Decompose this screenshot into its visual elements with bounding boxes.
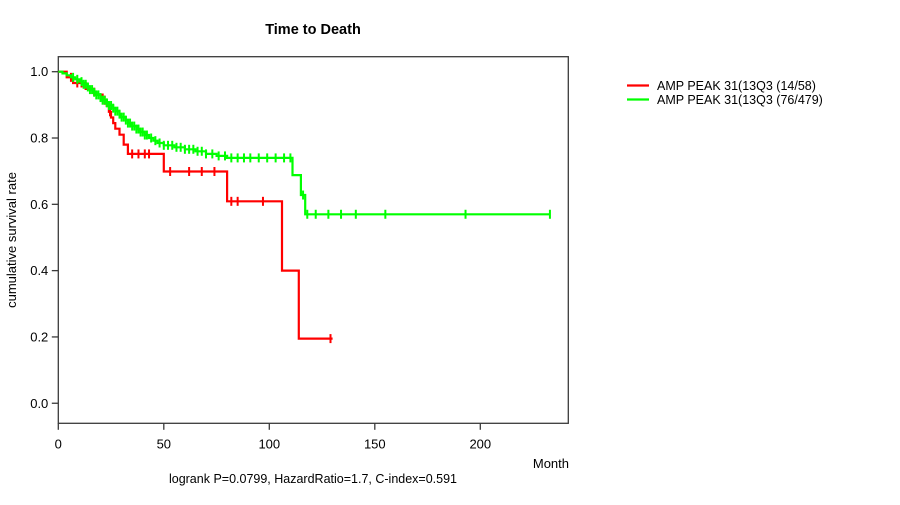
- y-tick-label: 0.0: [30, 396, 48, 411]
- km-step-path: [58, 70, 333, 340]
- y-tick-label: 0.6: [30, 197, 48, 212]
- survival-curves: [58, 70, 551, 344]
- y-axis-label: cumulative survival rate: [4, 172, 19, 308]
- chart-title: Time to Death: [265, 22, 361, 38]
- y-tick-label: 0.8: [30, 131, 48, 146]
- plot-box: [57, 56, 569, 424]
- survival-curve-green: [58, 70, 551, 219]
- legend-label-red: AMP PEAK 31(13Q3 (14/58): [657, 79, 816, 93]
- stats-caption: logrank P=0.0799, HazardRatio=1.7, C-ind…: [169, 472, 457, 486]
- y-tick-label: 1.0: [30, 64, 48, 79]
- legend: AMP PEAK 31(13Q3 (14/58) AMP PEAK 31(13Q…: [627, 79, 823, 107]
- y-axis: 0.0 0.2 0.4 0.6 0.8 1.0: [30, 64, 59, 411]
- x-axis: 0 50 100 150 200: [55, 423, 491, 451]
- x-tick-label: 200: [469, 436, 491, 451]
- y-tick-label: 0.4: [30, 263, 48, 278]
- x-tick-label: 0: [55, 436, 62, 451]
- x-tick-label: 100: [258, 436, 280, 451]
- x-axis-label: Month: [533, 456, 569, 471]
- legend-label-green: AMP PEAK 31(13Q3 (76/479): [657, 93, 823, 107]
- km-step-path: [58, 70, 550, 216]
- x-tick-label: 50: [157, 436, 171, 451]
- y-tick-label: 0.2: [30, 329, 48, 344]
- survival-curve-red: [58, 70, 333, 344]
- x-tick-label: 150: [364, 436, 386, 451]
